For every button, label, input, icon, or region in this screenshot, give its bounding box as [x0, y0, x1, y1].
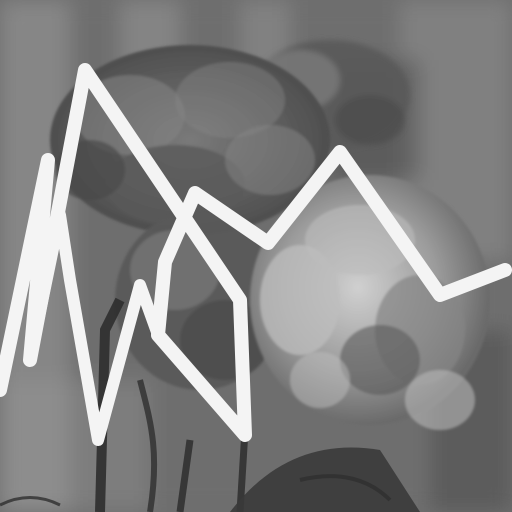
scribble-icon	[0, 63, 512, 446]
carnation-flower-light	[250, 175, 490, 430]
flower-stems	[0, 297, 420, 512]
scribble-overlay-line	[24, 209, 164, 446]
